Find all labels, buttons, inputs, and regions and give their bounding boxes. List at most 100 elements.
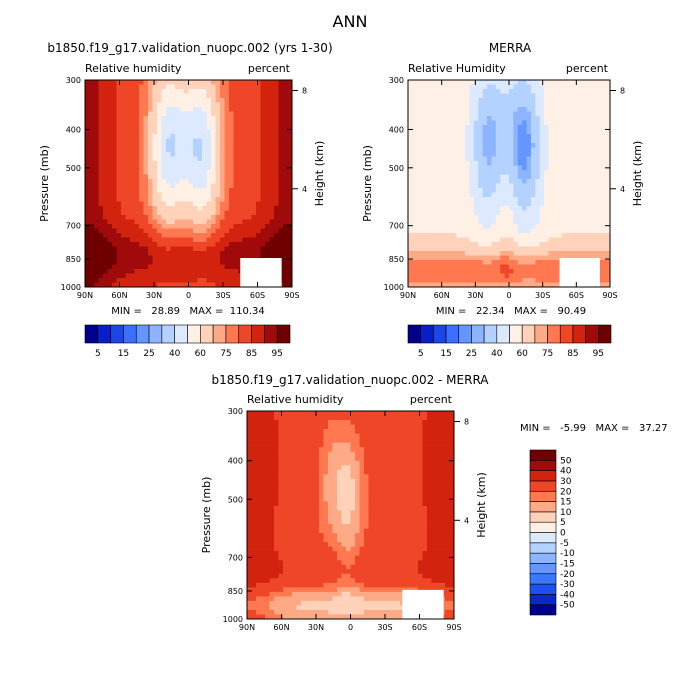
heatmap-cell: [229, 143, 234, 148]
heatmap-cell: [301, 415, 306, 421]
heatmap-cell: [179, 138, 185, 144]
heatmap-cell: [269, 93, 275, 99]
heatmap-cell: [579, 255, 585, 261]
heatmap-cell: [170, 179, 176, 184]
heatmap-cell: [233, 161, 239, 166]
heatmap-cell: [570, 143, 576, 148]
heatmap-cell: [451, 129, 457, 135]
heatmap-cell: [116, 255, 122, 261]
heatmap-cell: [287, 138, 293, 144]
heatmap-cell: [170, 174, 176, 180]
heatmap-cell: [188, 242, 194, 247]
heatmap-cell: [130, 251, 135, 256]
heatmap-cell: [421, 183, 426, 189]
heatmap-cell: [278, 424, 284, 430]
heatmap-cell: [434, 107, 440, 112]
heatmap-cell: [592, 107, 598, 112]
heatmap-cell: [278, 420, 284, 425]
heatmap-cell: [256, 483, 261, 489]
heatmap-cell: [287, 219, 293, 225]
heatmap-cell: [139, 111, 144, 117]
heatmap-cell: [544, 152, 549, 157]
heatmap-cell: [287, 510, 293, 516]
heatmap-cell: [188, 255, 194, 261]
heatmap-cell: [197, 107, 203, 112]
heatmap-cell: [166, 152, 171, 157]
heatmap-cell: [269, 120, 275, 126]
heatmap-cell: [535, 156, 541, 162]
heatmap-cell: [256, 129, 261, 135]
heatmap-cell: [605, 120, 611, 126]
heatmap-cell: [579, 93, 585, 99]
heatmap-cell: [526, 188, 532, 193]
heatmap-cell: [561, 228, 567, 234]
heatmap-cell: [451, 251, 457, 256]
heatmap-cell: [125, 116, 131, 121]
heatmap-cell: [215, 138, 221, 144]
heatmap-cell: [215, 143, 221, 148]
heatmap-cell: [491, 156, 497, 162]
heatmap-cell: [566, 120, 571, 126]
heatmap-cell: [421, 242, 426, 247]
heatmap-cell: [229, 273, 234, 279]
heatmap-cell: [596, 80, 602, 85]
heatmap-cell: [229, 134, 234, 139]
heatmap-cell: [465, 242, 470, 247]
heatmap-cell: [166, 165, 171, 171]
heatmap-cell: [188, 89, 194, 94]
heatmap-cell: [247, 605, 252, 611]
heatmap-cell: [296, 415, 302, 421]
heatmap-cell: [224, 138, 230, 144]
heatmap-cell: [125, 161, 131, 166]
heatmap-cell: [256, 179, 261, 184]
heatmap-cell: [408, 246, 413, 252]
x-tick-label: 60S: [250, 291, 265, 300]
heatmap-cell: [188, 116, 194, 121]
heatmap-cell: [134, 206, 140, 211]
heatmap-cell: [274, 116, 279, 121]
heatmap-cell: [269, 551, 275, 557]
heatmap-cell: [184, 251, 189, 256]
heatmap-cell: [256, 255, 261, 261]
heatmap-cell: [143, 210, 149, 216]
heatmap-cell: [530, 255, 536, 261]
heatmap-cell: [530, 111, 536, 117]
heatmap-cell: [224, 89, 230, 94]
heatmap-cell: [251, 582, 257, 588]
heatmap-cell: [161, 242, 167, 247]
heatmap-cell: [570, 84, 576, 90]
heatmap-cell: [601, 260, 607, 265]
heatmap-cell: [193, 242, 198, 247]
heatmap-cell: [179, 120, 185, 126]
heatmap-cell: [601, 215, 607, 220]
heatmap-cell: [179, 125, 185, 130]
heatmap-cell: [265, 465, 270, 471]
heatmap-cell: [566, 192, 571, 198]
heatmap-cell: [247, 519, 252, 525]
heatmap-cell: [443, 102, 448, 108]
heatmap-cell: [504, 93, 510, 99]
heatmap-cell: [278, 501, 284, 507]
heatmap-cell: [566, 242, 571, 247]
heatmap-cell: [224, 264, 230, 270]
heatmap-cell: [215, 152, 221, 157]
heatmap-cell: [487, 138, 492, 144]
heatmap-cell: [134, 134, 140, 139]
heatmap-cell: [283, 233, 288, 238]
heatmap-cell: [206, 111, 212, 117]
heatmap-cell: [416, 179, 422, 184]
heatmap-cell: [269, 451, 275, 457]
heatmap-cell: [188, 98, 194, 103]
heatmap-cell: [601, 228, 607, 234]
colorbar-swatch: [264, 324, 278, 344]
heatmap-cell: [229, 264, 234, 270]
heatmap-cell: [509, 116, 514, 121]
heatmap-cell: [548, 269, 554, 274]
heatmap-cell: [242, 134, 248, 139]
heatmap-cell: [260, 537, 266, 543]
heatmap-cell: [425, 120, 431, 126]
heatmap-cell: [247, 201, 252, 207]
heatmap-cell: [478, 143, 484, 148]
heatmap-cell: [443, 80, 448, 85]
heatmap-cell: [601, 269, 607, 274]
